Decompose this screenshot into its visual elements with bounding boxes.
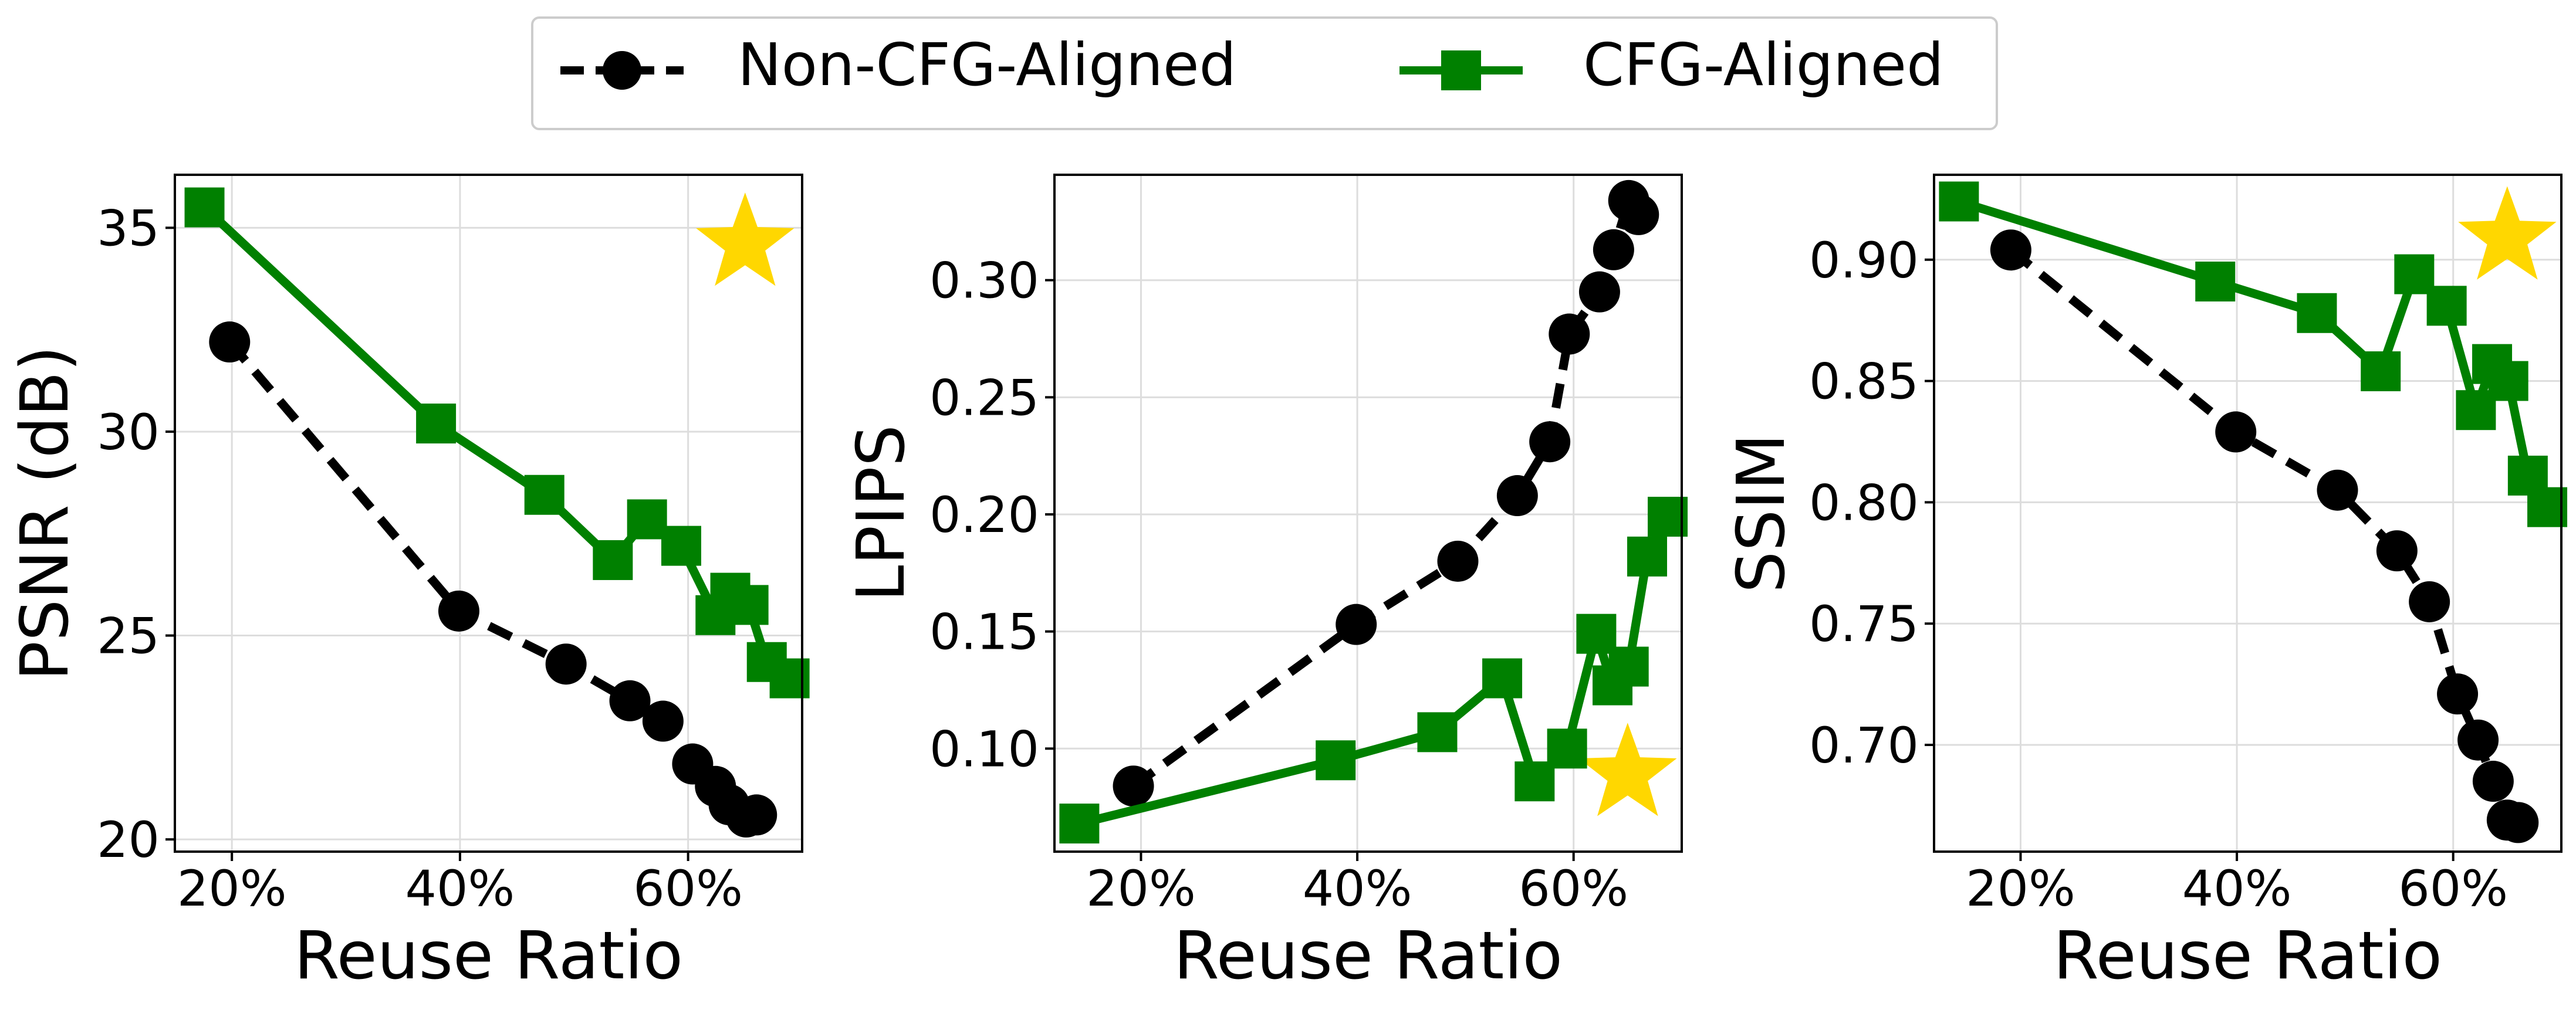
legend-marker-circle (603, 51, 641, 90)
x-axis-label: Reuse Ratio (1174, 918, 1563, 994)
data-point-non-cfg-aligned (1496, 475, 1538, 517)
data-point-cfg-aligned (1939, 181, 1979, 222)
data-point-cfg-aligned (728, 585, 769, 625)
data-point-non-cfg-aligned (2409, 581, 2450, 622)
chart-panel-3: 20% 40% 60% 0.70 0.75 0.80 0.85 0.90 Reuse Ratio… (1723, 174, 2568, 994)
series-line-non-cfg-aligned (226, 339, 758, 822)
data-point-non-cfg-aligned (2317, 469, 2358, 511)
data-point-cfg-aligned (1608, 646, 1649, 687)
plot-frame (174, 174, 803, 853)
y-tick-label: 0.25 (929, 369, 1039, 426)
x-axis-label: Reuse Ratio (294, 918, 683, 994)
data-point-non-cfg-aligned (1113, 765, 1154, 807)
data-point-non-cfg-aligned (1593, 229, 1634, 270)
legend-frame (531, 16, 1998, 130)
data-point-non-cfg-aligned (2497, 802, 2539, 843)
data-point-non-cfg-aligned (609, 680, 651, 721)
y-tick-label: 30 (97, 404, 160, 461)
plot-frame (1933, 174, 2563, 853)
data-point-non-cfg-aligned (2215, 411, 2257, 453)
data-point-cfg-aligned (1547, 728, 1587, 769)
data-point-cfg-aligned (2488, 361, 2528, 401)
x-tick-label: 40% (1303, 860, 1412, 917)
data-point-cfg-aligned (524, 475, 564, 515)
y-tick-label: 0.85 (1809, 353, 1919, 411)
data-point-non-cfg-aligned (736, 794, 777, 836)
data-point-cfg-aligned (2361, 351, 2401, 392)
y-tick-label: 0.20 (929, 486, 1039, 544)
x-tick-label: 40% (405, 860, 515, 917)
data-point-non-cfg-aligned (1437, 540, 1479, 582)
data-point-non-cfg-aligned (2472, 761, 2514, 802)
data-point-cfg-aligned (2297, 293, 2337, 333)
data-point-non-cfg-aligned (1578, 271, 1620, 313)
data-point-cfg-aligned (1417, 712, 1458, 753)
y-tick-label: 0.30 (929, 252, 1039, 310)
data-point-cfg-aligned (627, 499, 667, 540)
data-point-non-cfg-aligned (2376, 530, 2418, 572)
data-point-non-cfg-aligned (1529, 421, 1571, 463)
data-point-non-cfg-aligned (2457, 719, 2499, 761)
data-point-non-cfg-aligned (1549, 313, 1590, 355)
x-axis-label: Reuse Ratio (2053, 918, 2442, 994)
y-tick-label: 0.80 (1809, 474, 1919, 531)
data-point-non-cfg-aligned (209, 321, 251, 363)
data-point-non-cfg-aligned (1618, 194, 1659, 235)
data-point-cfg-aligned (661, 526, 701, 566)
chart-panel-1: 20% 40% 60% 20 25 30 35 Reuse Ratio PSNR (dB) (7, 174, 810, 994)
gold-star (1578, 723, 1677, 816)
y-tick-label: 20 (97, 811, 160, 869)
x-tick-label: 20% (177, 860, 287, 917)
data-point-cfg-aligned (184, 187, 225, 228)
data-point-cfg-aligned (1482, 658, 1523, 699)
data-point-cfg-aligned (1316, 740, 1356, 781)
x-tick-label: 40% (2182, 860, 2292, 917)
legend-marker-square (1441, 50, 1481, 90)
data-point-non-cfg-aligned (438, 590, 479, 632)
data-point-non-cfg-aligned (642, 700, 684, 742)
y-tick-label: 0.90 (1809, 232, 1919, 289)
series-line-cfg-aligned (1958, 197, 2551, 510)
series-line-non-cfg-aligned (2008, 246, 2519, 827)
data-point-non-cfg-aligned (545, 643, 587, 685)
y-axis-label: SSIM (1723, 433, 1800, 593)
x-tick-label: 60% (633, 860, 743, 917)
data-point-cfg-aligned (2195, 261, 2236, 301)
y-axis-label: LPIPS (843, 425, 919, 602)
gold-star (2458, 186, 2557, 280)
y-tick-label: 0.15 (929, 604, 1039, 661)
legend-label-non-cfg: Non-CFG-Aligned (738, 30, 1236, 99)
y-axis-label: PSNR (dB) (7, 345, 83, 680)
data-point-non-cfg-aligned (2437, 673, 2479, 715)
data-point-cfg-aligned (593, 540, 633, 580)
chart-panel-2: 20% 40% 60% 0.10 0.15 0.20 0.25 0.30 Reuse Ratio… (843, 174, 1688, 994)
data-point-non-cfg-aligned (1990, 229, 2031, 271)
series-line-non-cfg-aligned (1131, 196, 1642, 790)
series-line-cfg-aligned (1078, 514, 1672, 828)
data-point-cfg-aligned (1627, 536, 1668, 577)
y-tick-label: 0.70 (1809, 717, 1919, 774)
legend-label-cfg: CFG-Aligned (1583, 30, 1944, 99)
x-tick-label: 60% (2398, 860, 2508, 917)
data-point-cfg-aligned (2426, 286, 2467, 326)
data-point-cfg-aligned (769, 658, 810, 699)
x-tick-label: 60% (1519, 860, 1628, 917)
x-tick-label: 20% (1086, 860, 1196, 917)
gold-star (696, 192, 795, 286)
y-tick-label: 0.75 (1809, 595, 1919, 653)
data-point-cfg-aligned (416, 404, 457, 444)
data-point-cfg-aligned (1059, 804, 1100, 844)
legend: Non-CFG-Aligned CFG-Aligned (531, 16, 1998, 130)
y-tick-label: 0.10 (929, 720, 1039, 778)
y-tick-label: 25 (97, 608, 160, 665)
x-tick-label: 20% (1966, 860, 2075, 917)
y-tick-label: 35 (97, 199, 160, 257)
data-point-non-cfg-aligned (1336, 604, 1377, 645)
